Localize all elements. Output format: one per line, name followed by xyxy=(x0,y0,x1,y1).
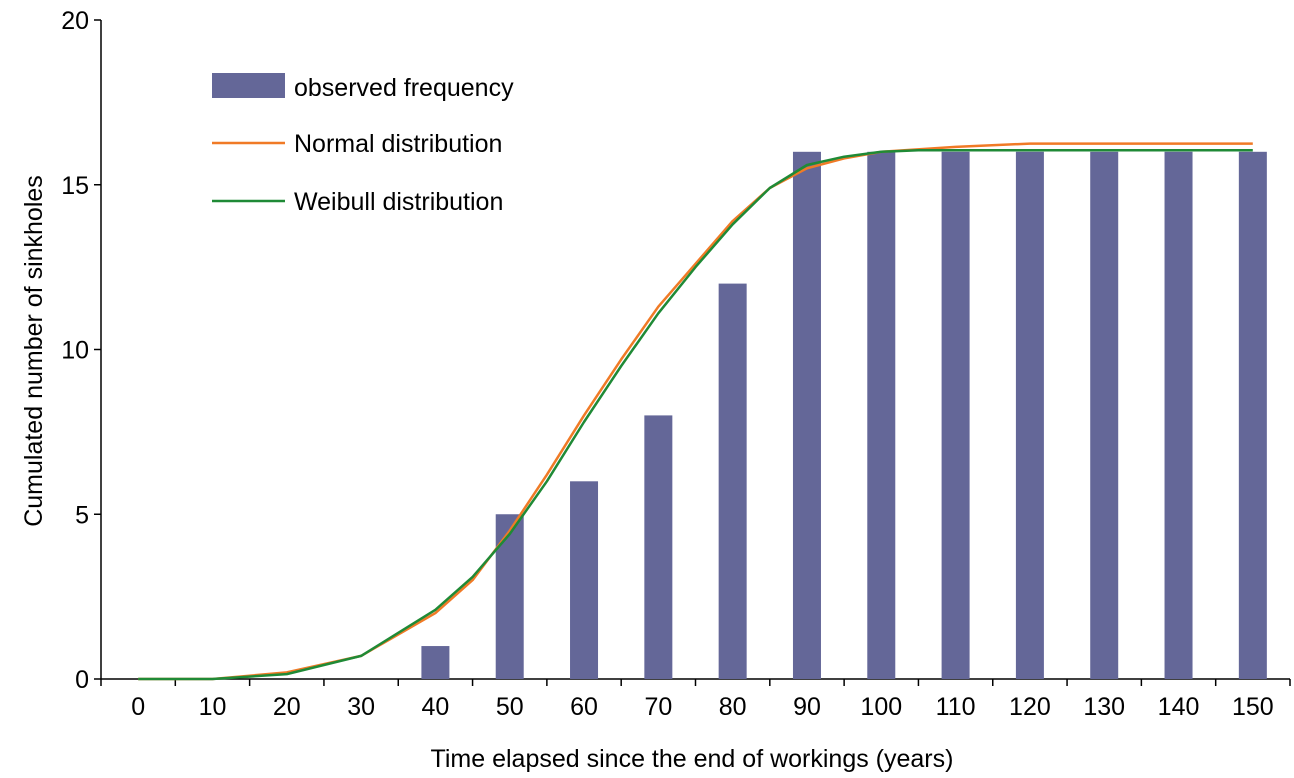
y-tick-label: 15 xyxy=(61,172,89,200)
x-tick-label: 90 xyxy=(793,693,821,721)
x-tick-label: 120 xyxy=(1009,693,1051,721)
x-tick-label: 50 xyxy=(496,693,524,721)
bar xyxy=(1015,151,1044,680)
bar xyxy=(718,283,747,679)
bar xyxy=(421,646,450,679)
legend-swatch-bar xyxy=(212,73,285,98)
legend: observed frequency Normal distribution Wei… xyxy=(212,73,514,216)
x-tick-label: 150 xyxy=(1232,693,1274,721)
y-tick-label: 10 xyxy=(61,337,89,365)
weibull-distribution-line xyxy=(138,148,1253,681)
x-tick-label: 60 xyxy=(570,693,598,721)
bar xyxy=(644,415,673,679)
legend-label: Weibull distribution xyxy=(294,188,503,216)
bar xyxy=(867,151,896,680)
x-tick-label: 0 xyxy=(131,693,145,721)
bar xyxy=(941,151,970,680)
x-axis-title: Time elapsed since the end of workings (… xyxy=(431,745,954,773)
x-tick-label: 40 xyxy=(422,693,450,721)
tick-labels: 0 5 10 15 20 0 10 20 30 40 50 60 70 80 90 100 110 120 130 1… xyxy=(61,7,1274,721)
x-tick-label: 10 xyxy=(199,693,227,721)
y-axis-title: Cumulated number of sinkholes xyxy=(20,175,48,527)
bar xyxy=(792,151,821,680)
bar xyxy=(1164,151,1193,680)
x-tick-label: 130 xyxy=(1083,693,1125,721)
y-tick-label: 5 xyxy=(75,501,89,529)
x-tick-label: 70 xyxy=(644,693,672,721)
x-tick-label: 80 xyxy=(719,693,747,721)
x-tick-label: 20 xyxy=(273,693,301,721)
x-tick-label: 140 xyxy=(1158,693,1200,721)
legend-label: Normal distribution xyxy=(294,130,502,158)
bar xyxy=(495,514,524,679)
y-tick-label: 0 xyxy=(75,666,89,694)
normal-distribution-line xyxy=(138,142,1253,681)
bar xyxy=(1090,151,1119,680)
bar xyxy=(570,481,599,679)
legend-label: observed frequency xyxy=(294,74,514,102)
y-tick-label: 20 xyxy=(61,7,89,35)
x-tick-label: 110 xyxy=(936,693,976,721)
line-series xyxy=(138,142,1253,681)
bar-series xyxy=(421,151,1267,680)
bar xyxy=(1238,151,1267,680)
x-tick-label: 100 xyxy=(860,693,902,721)
x-tick-label: 30 xyxy=(347,693,375,721)
